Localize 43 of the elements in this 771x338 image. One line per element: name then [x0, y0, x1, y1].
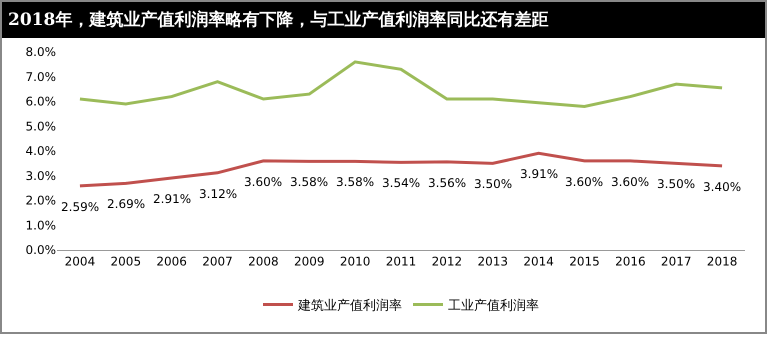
- y-tick-label: 0.0%: [26, 243, 56, 258]
- data-label: 2.91%: [153, 192, 192, 206]
- data-label: 3.60%: [244, 175, 282, 189]
- x-tick-label: 2009: [294, 254, 325, 268]
- data-label: 3.12%: [199, 187, 238, 201]
- x-tick-label: 2007: [202, 254, 233, 268]
- chart-title: 2018年，建筑业产值利润率略有下降，与工业产值利润率同比还有差距: [2, 2, 765, 38]
- y-tick-label: 8.0%: [26, 45, 56, 60]
- line-series: [78, 60, 724, 108]
- legend-label: 建筑业产值利润率: [297, 298, 402, 314]
- x-tick-label: 2013: [477, 254, 508, 268]
- y-tick-label: 4.0%: [26, 144, 56, 158]
- data-label: 3.60%: [611, 175, 650, 189]
- data-label: 2.69%: [107, 197, 146, 211]
- x-tick-label: 2011: [386, 254, 416, 268]
- y-tick-label: 7.0%: [26, 70, 56, 84]
- x-tick-label: 2018: [706, 254, 738, 268]
- x-tick-label: 2015: [569, 254, 600, 268]
- y-tick-label: 6.0%: [26, 94, 56, 109]
- data-label: 3.54%: [382, 176, 420, 190]
- y-tick-label: 3.0%: [26, 168, 56, 183]
- data-label: 2.59%: [61, 200, 100, 214]
- x-tick-label: 2010: [340, 254, 370, 268]
- data-label: 3.50%: [657, 177, 696, 191]
- data-label: 3.60%: [565, 175, 604, 189]
- data-label: 3.58%: [290, 175, 328, 189]
- y-tick-label: 1.0%: [26, 218, 56, 232]
- data-label: 3.58%: [336, 175, 374, 189]
- data-label: 3.91%: [520, 167, 558, 181]
- x-tick-label: 2004: [64, 254, 96, 268]
- data-label: 3.50%: [474, 177, 512, 191]
- x-tick-label: 2017: [660, 254, 692, 268]
- data-label: 3.40%: [703, 180, 742, 194]
- x-tick-label: 2005: [110, 254, 142, 268]
- x-tick-label: 2006: [156, 254, 187, 268]
- legend-label: 工业产值利润率: [448, 298, 539, 314]
- x-tick-label: 2008: [248, 254, 279, 268]
- x-tick-label: 2012: [432, 254, 462, 268]
- x-tick-label: 2014: [523, 254, 554, 268]
- data-label: 3.56%: [428, 176, 466, 190]
- y-tick-label: 2.0%: [26, 194, 56, 208]
- y-tick-label: 5.0%: [26, 119, 56, 134]
- x-tick-label: 2016: [615, 254, 646, 268]
